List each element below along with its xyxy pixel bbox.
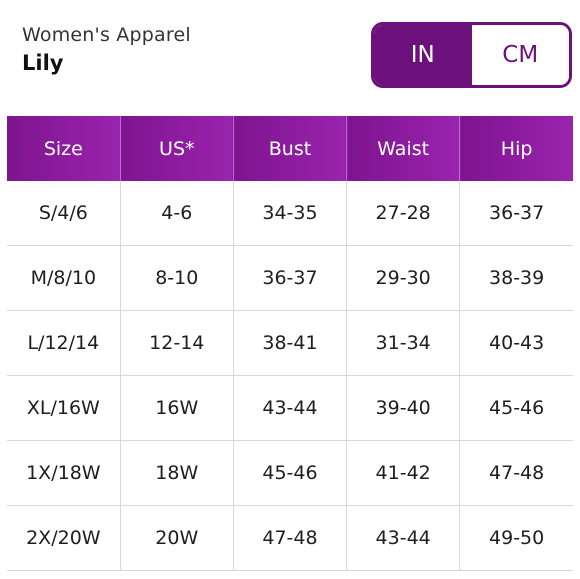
cell-us: 12-14 bbox=[120, 310, 234, 376]
unit-toggle: IN CM bbox=[371, 22, 572, 88]
cell-hip: 36-37 bbox=[459, 181, 573, 246]
cell-bust: 43-44 bbox=[233, 375, 348, 441]
table-row: S/4/6 4-6 34-35 27-28 36-37 bbox=[7, 181, 573, 246]
table-header-row: Size US* Bust Waist Hip bbox=[7, 116, 573, 181]
cell-size: 2X/20W bbox=[7, 505, 121, 571]
cell-hip: 47-48 bbox=[459, 440, 573, 506]
column-header-us: US* bbox=[119, 116, 234, 181]
unit-option-in[interactable]: IN bbox=[374, 25, 472, 85]
cell-waist: 27-28 bbox=[346, 181, 461, 246]
size-chart-table: Size US* Bust Waist Hip S/4/6 4-6 34-35 … bbox=[7, 116, 573, 571]
cell-size: XL/16W bbox=[7, 375, 121, 441]
table-row: L/12/14 12-14 38-41 31-34 40-43 bbox=[7, 310, 573, 376]
cell-waist: 43-44 bbox=[346, 505, 461, 571]
cell-us: 8-10 bbox=[120, 245, 234, 311]
cell-bust: 34-35 bbox=[233, 181, 348, 246]
unit-option-cm[interactable]: CM bbox=[471, 25, 569, 85]
cell-size: S/4/6 bbox=[7, 181, 121, 246]
cell-bust: 45-46 bbox=[233, 440, 348, 506]
column-header-size: Size bbox=[7, 116, 121, 181]
cell-waist: 41-42 bbox=[346, 440, 461, 506]
cell-bust: 47-48 bbox=[233, 505, 348, 571]
cell-us: 4-6 bbox=[120, 181, 234, 246]
column-header-waist: Waist bbox=[346, 116, 460, 181]
column-header-bust: Bust bbox=[232, 116, 347, 181]
cell-waist: 29-30 bbox=[346, 245, 461, 311]
cell-hip: 40-43 bbox=[459, 310, 573, 376]
cell-waist: 31-34 bbox=[346, 310, 461, 376]
cell-us: 18W bbox=[120, 440, 234, 506]
page-header: Women's Apparel Lily bbox=[22, 22, 191, 78]
cell-hip: 49-50 bbox=[459, 505, 573, 571]
cell-size: L/12/14 bbox=[7, 310, 121, 376]
table-row: 2X/20W 20W 47-48 43-44 49-50 bbox=[7, 505, 573, 571]
cell-us: 20W bbox=[120, 505, 234, 571]
column-header-hip: Hip bbox=[459, 116, 573, 181]
cell-us: 16W bbox=[120, 375, 234, 441]
category-label: Women's Apparel bbox=[22, 24, 191, 46]
cell-size: 1X/18W bbox=[7, 440, 121, 506]
cell-waist: 39-40 bbox=[346, 375, 461, 441]
cell-size: M/8/10 bbox=[7, 245, 121, 311]
table-row: 1X/18W 18W 45-46 41-42 47-48 bbox=[7, 440, 573, 506]
cell-bust: 36-37 bbox=[233, 245, 348, 311]
table-row: XL/16W 16W 43-44 39-40 45-46 bbox=[7, 375, 573, 441]
cell-hip: 45-46 bbox=[459, 375, 573, 441]
cell-bust: 38-41 bbox=[233, 310, 348, 376]
product-name: Lily bbox=[22, 51, 64, 75]
table-row: M/8/10 8-10 36-37 29-30 38-39 bbox=[7, 245, 573, 311]
cell-hip: 38-39 bbox=[459, 245, 573, 311]
